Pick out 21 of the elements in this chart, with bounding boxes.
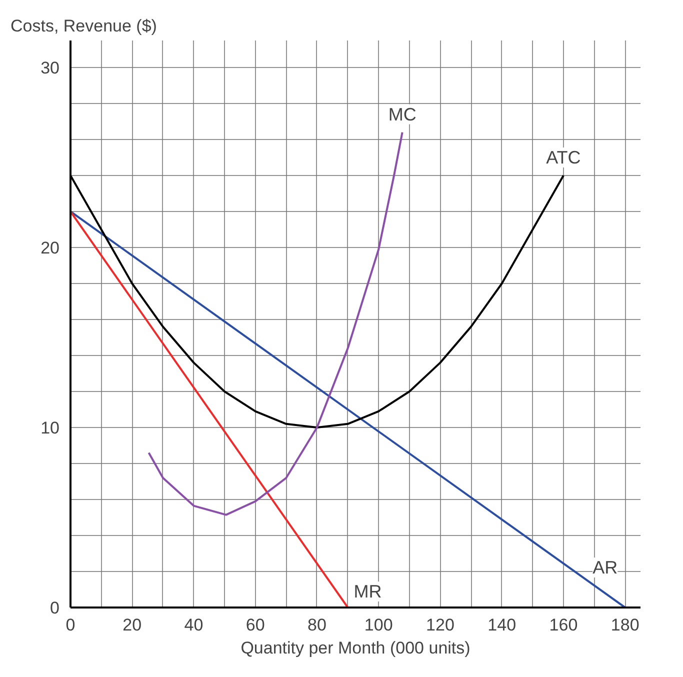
x-tick-label: 160	[549, 616, 578, 634]
y-tick-label: 0	[50, 598, 60, 618]
x-tick-label: 120	[426, 616, 454, 634]
x-axis-title: Quantity per Month (000 units)	[240, 638, 470, 658]
x-tick-label: 60	[246, 616, 265, 634]
y-axis-title: Costs, Revenue ($)	[10, 16, 157, 36]
y-tick-label: 30	[40, 58, 60, 78]
y-tick-label: 10	[40, 418, 60, 438]
x-tick-label: 180	[610, 616, 640, 634]
series-label: AR	[592, 558, 618, 578]
x-tick-label: 0	[66, 616, 76, 634]
series-label: ATC	[546, 148, 581, 168]
series-label: MR	[354, 582, 382, 602]
x-tick-label: 80	[308, 616, 326, 634]
y-tick-label: 20	[40, 238, 60, 258]
x-tick-label: 20	[122, 616, 142, 634]
x-tick-label: 100	[364, 616, 393, 634]
series-label: MC	[388, 104, 416, 124]
line-series	[148, 131, 404, 516]
x-tick-label: 40	[184, 616, 204, 634]
x-tick-label: 140	[488, 616, 516, 634]
